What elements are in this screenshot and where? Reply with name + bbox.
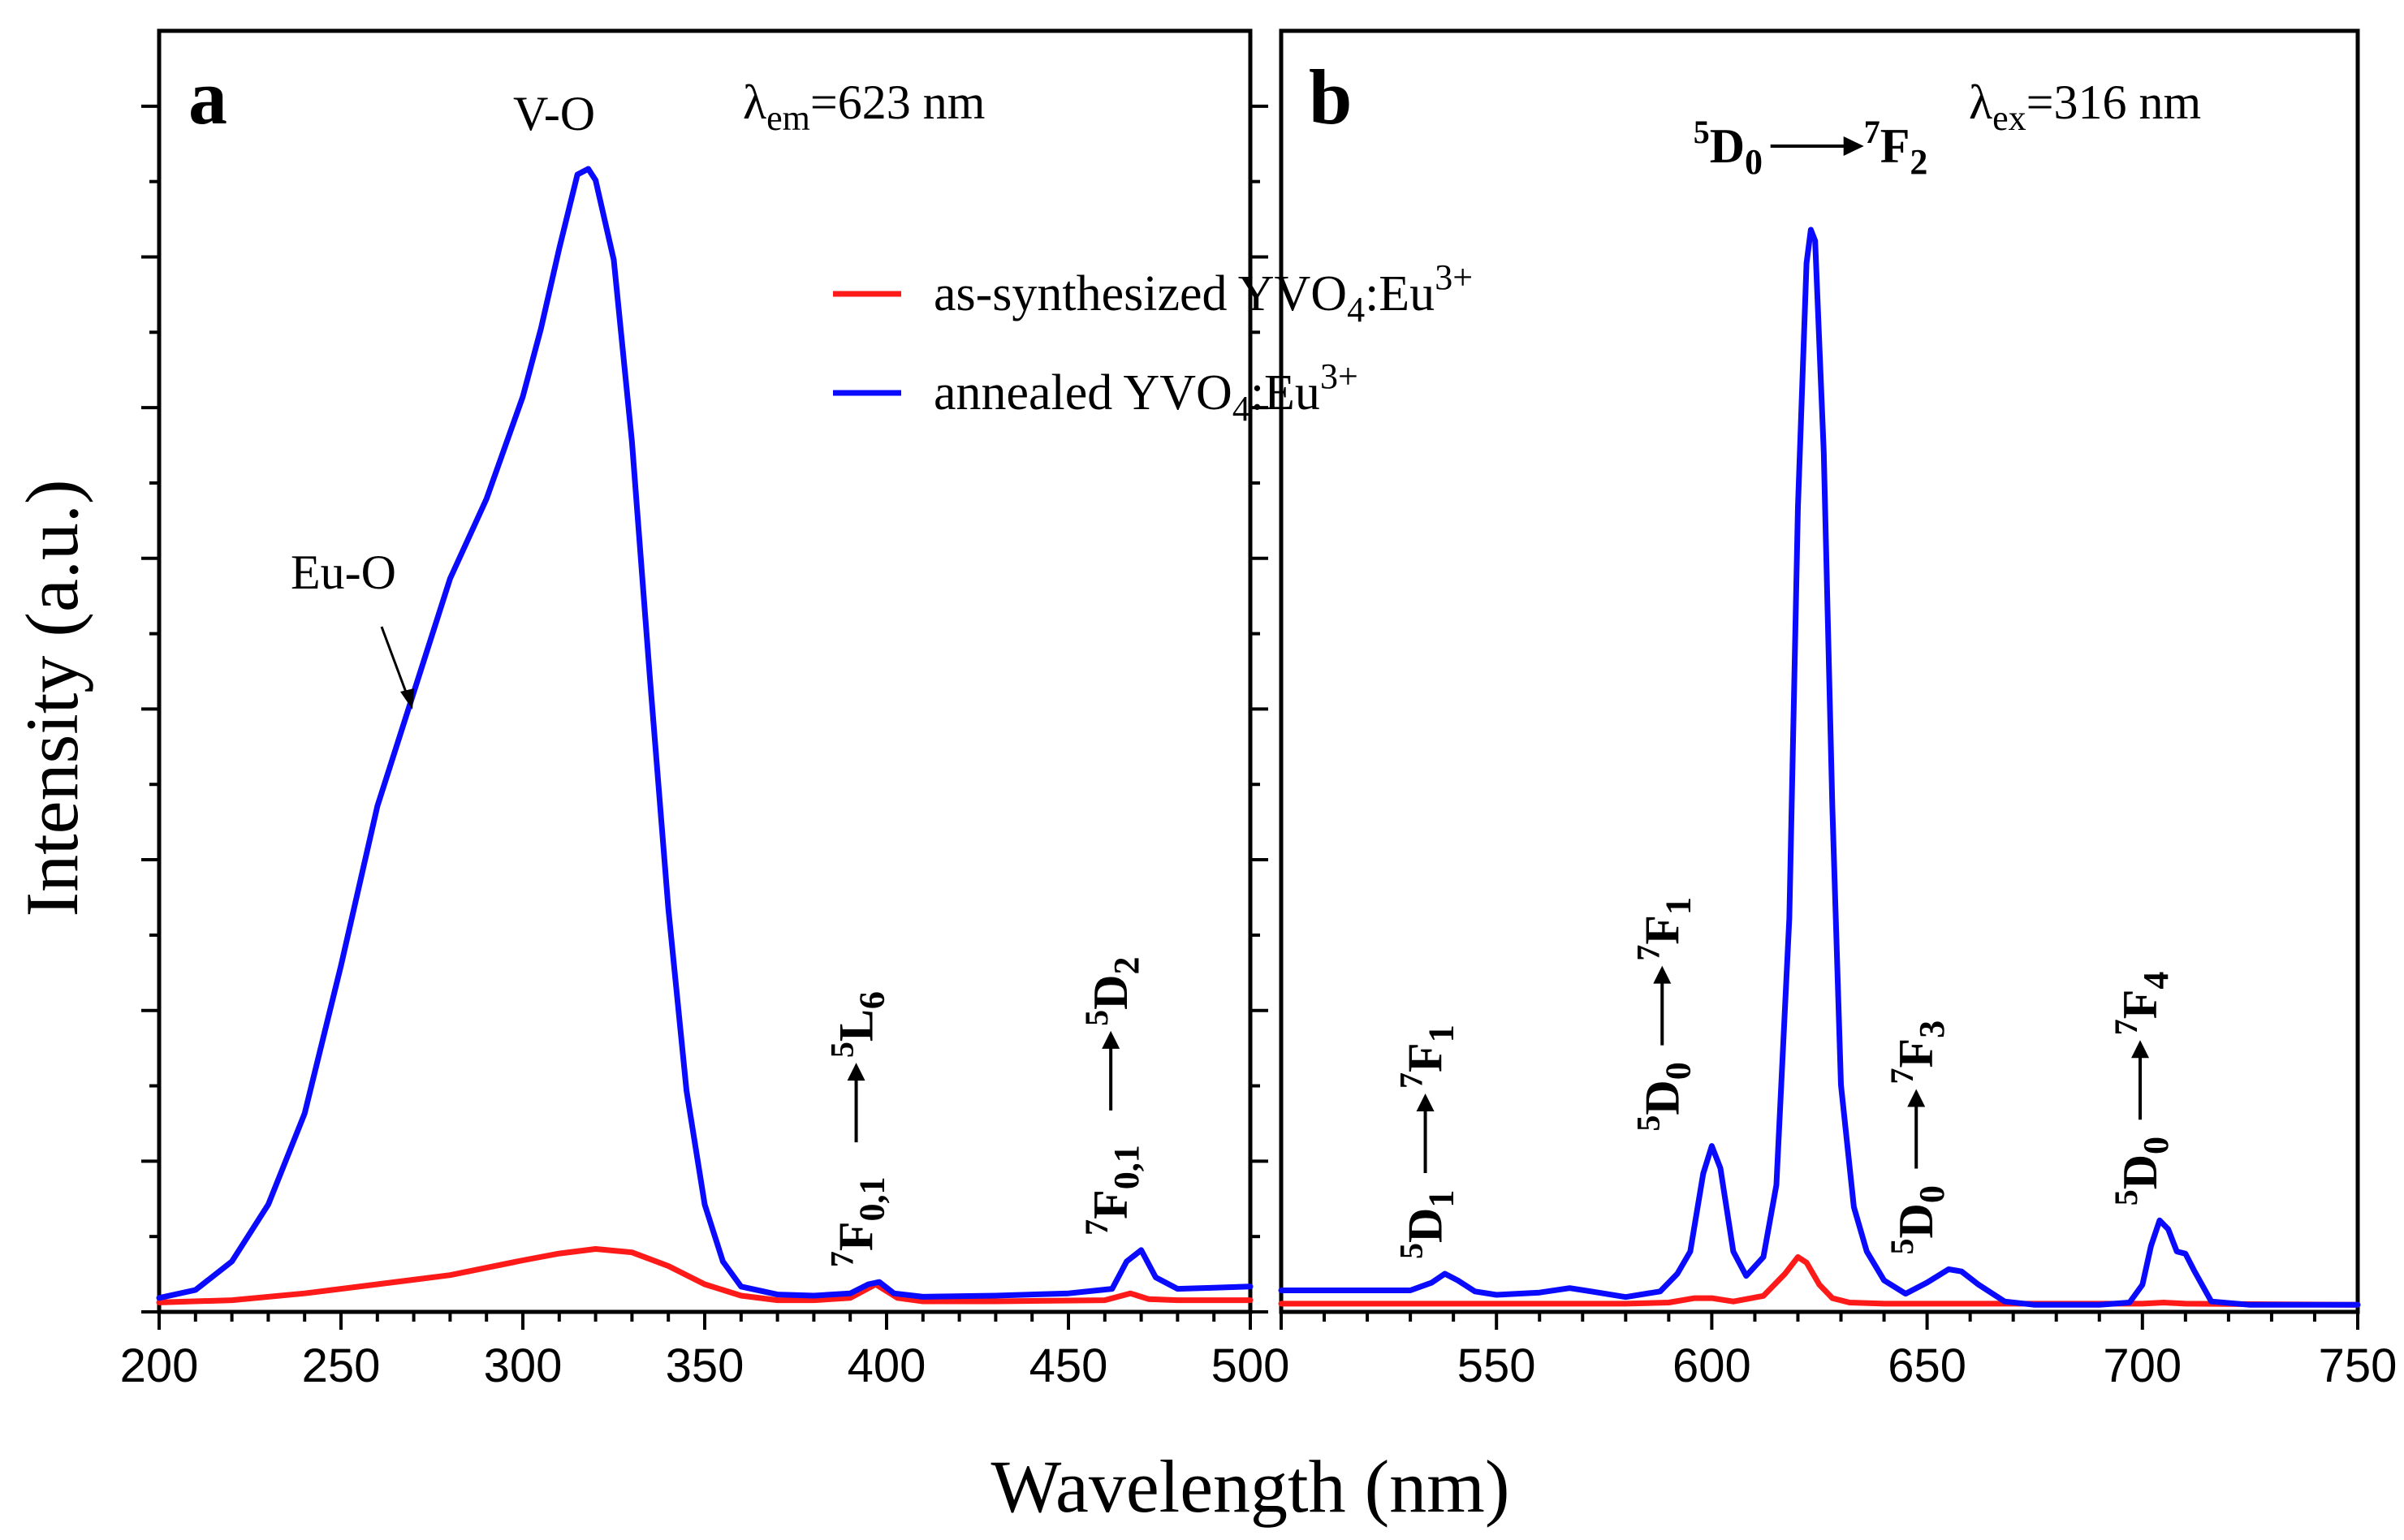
panel-a-emission-label: λem=623 nm [743,75,985,138]
series-line [156,166,1254,1301]
transition-arrowhead [1653,965,1672,984]
transition-label: 5D0 7F1 [1629,897,1698,1132]
transition-text: 7F1 [1393,1025,1461,1089]
transition-arrowhead [847,1063,865,1081]
x-tick-label: 750 [2319,1339,2398,1392]
transition-text: 5D2 [1078,957,1146,1026]
transition-arrowhead [1907,1089,1926,1107]
transition-label: 7F0,1 5L6 [824,991,892,1267]
panel-b-letter: b [1309,54,1352,140]
transition-text: 7F2 [1864,114,1928,182]
transition-text: 5L6 [824,991,892,1058]
x-tick-label: 350 [666,1339,745,1392]
euo-arrow [380,626,414,710]
transition-text: 5D0 [1884,1185,1952,1254]
transition-label: 5D0 7F4 [2108,972,2176,1206]
transition-text: 5D0 [1629,1062,1698,1131]
x-tick-label: 600 [1672,1339,1751,1392]
series-line [1278,226,2361,1308]
legend-item-as-synthesized: as-synthesized YVO4:Eu3+ [934,257,1473,330]
series-line [156,1246,1254,1305]
transition-arrowhead [1843,136,1864,156]
x-tick-labels: 200 250 300 350 400 450 500 550 600 650 700 750 [120,1339,2398,1392]
transition-rotated: 5D0 7F3 [1884,1020,1952,1255]
x-axis-title: Wavelength (nm) [991,1445,1510,1528]
x-tick-label: 400 [848,1339,926,1392]
transition-rotated: 7F0,1 5D2 [1078,957,1146,1236]
transition-rotated: 5D0 7F1 [1629,897,1698,1132]
x-tick-label: 550 [1457,1339,1536,1392]
transition-text: 7F0,1 [824,1176,892,1267]
transition-text: 7F1 [1629,897,1698,961]
x-tick-label: 700 [2103,1339,2182,1392]
transition-arrowhead [1416,1093,1435,1111]
x-tick-label: 250 [302,1339,381,1392]
transition-label: 5D1 7F1 [1393,1025,1461,1259]
transition-label: 5D0 7F2 [1694,114,1928,182]
transition-rotated: 5D0 7F4 [2108,972,2176,1206]
transition-rotated: 5D1 7F1 [1393,1025,1461,1259]
transition-labels: 7F0,1 5L6 7F0,1 5D2 5D1 7F1 5D0 7F1 5D0 7F2 5D0 7F3… [824,114,2176,1267]
vo-peak-label: V-O [513,87,595,140]
x-tick-label: 300 [484,1339,563,1392]
transition-text: 5D0 [1694,114,1763,182]
legend-item-annealed: annealed YVO4:Eu3+ [934,356,1358,429]
transition-arrowhead [1102,1030,1120,1049]
x-tick-label: 650 [1888,1339,1966,1392]
transition-text: 7F4 [2108,972,2176,1036]
x-tick-label: 450 [1029,1339,1108,1392]
transition-text: 5D1 [1393,1190,1461,1259]
legend: as-synthesized YVO4:Eu3+ annealed YVO4:E… [833,257,1473,429]
series-line [1278,1253,2361,1308]
transition-text: 5D0 [2108,1137,2176,1206]
transition-label: 5D0 7F3 [1884,1020,1952,1255]
x-tick-label: 500 [1211,1339,1290,1392]
transition-text: 7F0,1 [1078,1145,1146,1236]
panel-b-excitation-label: λex=316 nm [1969,75,2201,138]
transition-text: 7F3 [1884,1020,1952,1085]
y-axis-title: Intensity (a.u.) [11,479,93,917]
transition-arrowhead [2131,1040,2150,1059]
series-layer [156,166,2361,1308]
axis-ticks [141,104,2359,1330]
panel-b-frame [1279,28,2360,1314]
transition-rotated: 7F0,1 5L6 [824,991,892,1267]
transition-label: 7F0,1 5D2 [1078,957,1146,1236]
panel-a-letter: a [188,54,227,140]
x-tick-label: 200 [120,1339,199,1392]
euo-peak-label: Eu-O [291,546,396,599]
